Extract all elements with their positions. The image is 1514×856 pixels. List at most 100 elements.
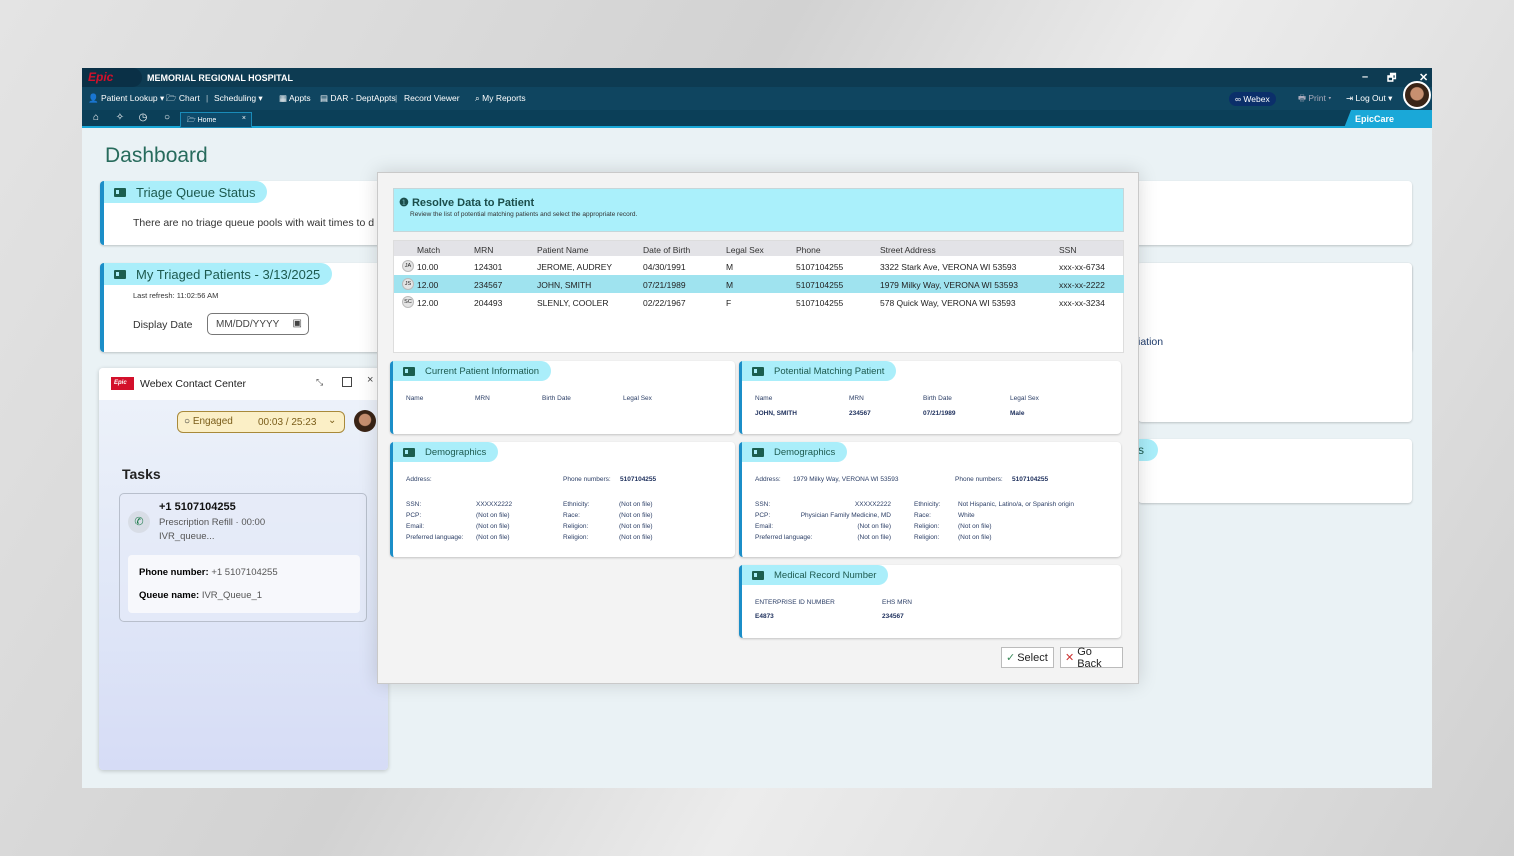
match-initials-badge: JS (402, 278, 414, 290)
queue-name-value: IVR_Queue_1 (201, 590, 263, 601)
field-label: Preferred language: (406, 534, 464, 541)
menu-label: Chart (178, 93, 200, 103)
field-value: White (958, 512, 975, 519)
id-card-icon (752, 447, 764, 457)
chat-icon[interactable]: ○ (163, 112, 171, 123)
calendar-icon[interactable]: ▣ (292, 318, 302, 329)
chevron-down-icon: ⌄ (328, 415, 337, 426)
address-label: Address: (406, 476, 432, 483)
field-value: (Not on file) (857, 523, 891, 530)
menu-chart[interactable]: 🗁 Chart (166, 93, 200, 103)
field-label: Race: (563, 512, 580, 519)
tab-bar: ⌂ ✧ ◷ ○ 🗁 Home × EpicCare (82, 110, 1432, 128)
info-icon: ❶ (399, 197, 409, 209)
epiccare-badge: EpicCare (1344, 110, 1432, 128)
field-label: SSN: (755, 501, 771, 508)
print-button[interactable]: 🖶 Print ▾ (1298, 93, 1332, 103)
history-icon[interactable]: ◷ (138, 112, 148, 123)
potential-match-card: Potential Matching Patient Name MRN Birt… (739, 361, 1121, 434)
field-value: (Not on file) (619, 501, 653, 508)
field-label: Email: (406, 523, 425, 530)
field-label: EHS MRN (882, 599, 912, 606)
close-button[interactable]: ✕ (1419, 72, 1429, 84)
webex-button[interactable]: ∞ Webex (1229, 92, 1276, 106)
tab-label: Home (197, 117, 217, 124)
field-label: Legal Sex (623, 395, 652, 402)
field-value: (Not on file) (958, 523, 992, 530)
task-card[interactable]: ✆ +1 5107104255 Prescription Refill · 00… (119, 493, 367, 622)
field-label: Religion: (563, 523, 589, 530)
field-value: XXXXX2222 (476, 501, 513, 508)
cell-name: JOHN, SMITH (537, 280, 592, 290)
card-header: Medical Record Number (742, 565, 889, 585)
cell-match: 12.00 (417, 280, 439, 290)
demographics-match-card: Demographics Address: 1979 Milky Way, VE… (739, 442, 1121, 557)
id-card-icon (403, 366, 415, 376)
table-row[interactable]: JA 10.00 124301 JEROME, AUDREY 04/30/1991 M 51… (394, 257, 1124, 275)
field-label: Ethnicity: (914, 501, 941, 508)
pin-icon[interactable]: ✧ (115, 112, 125, 123)
field-label: PCP: (755, 512, 771, 519)
cell-ssn: xxx-xx-3234 (1059, 298, 1105, 308)
collapse-icon[interactable]: ⤡ (316, 377, 324, 387)
field-label: ENTERPRISE ID NUMBER (755, 599, 835, 606)
card-title: Triage Queue Status (136, 184, 256, 200)
field-label: MRN (849, 395, 864, 402)
cell-sex: M (726, 262, 734, 272)
menu-label: Scheduling ▾ (214, 93, 263, 103)
field-label: Birth Date (542, 395, 571, 402)
field-value: (Not on file) (619, 534, 653, 541)
cell-match: 12.00 (417, 298, 439, 308)
cell-mrn: 234567 (474, 280, 503, 290)
tab-home[interactable]: 🗁 Home × (180, 112, 252, 128)
card-header: Current Patient Information (393, 361, 552, 381)
menu-patient-lookup[interactable]: 👤 Patient Lookup ▾ (88, 93, 165, 103)
phone-value: 5107104255 (620, 476, 657, 483)
card-title: My Triaged Patients - 3/13/2025 (136, 266, 321, 282)
user-avatar[interactable] (1403, 81, 1431, 109)
epic-menu-button[interactable]: Epic (82, 68, 142, 87)
card-header: Demographics (393, 442, 499, 462)
cell-address: 3322 Stark Ave, VERONA WI 53593 (880, 262, 1017, 272)
card-header: Triage Queue Status (104, 181, 268, 203)
field-value: Not Hispanic, Latino/a, or Spanish origi… (958, 501, 1074, 508)
title-bar: Epic MEMORIAL REGIONAL HOSPITAL – 🗗 ✕ (82, 68, 1432, 87)
cell-ssn: xxx-xx-2222 (1059, 280, 1105, 290)
menu-appts[interactable]: ▦ Appts (279, 93, 311, 103)
table-header: Match MRN Patient Name Date of Birth Leg… (394, 241, 1123, 256)
card-header: My Triaged Patients - 3/13/2025 (104, 263, 333, 285)
queue-name-label: Queue name: (139, 590, 200, 601)
restore-button[interactable]: 🗗 (1387, 73, 1397, 84)
agent-state-dropdown[interactable]: ○ Engaged 00:03 / 25:23 ⌄ (177, 411, 345, 433)
demographics-current-card: Demographics Address: Phone numbers: 510… (390, 442, 735, 557)
agent-avatar[interactable] (354, 410, 376, 432)
cell-ssn: xxx-xx-6734 (1059, 262, 1105, 272)
menu-my-reports[interactable]: ⌕ My Reports (475, 93, 526, 103)
home-icon[interactable]: ⌂ (92, 112, 100, 123)
menu-dar[interactable]: ▤ DAR - DeptAppts (320, 93, 396, 103)
go-back-button[interactable]: ✕ Go Back (1060, 646, 1123, 670)
logout-button[interactable]: ⇥ Log Out ▾ (1346, 93, 1393, 103)
field-value: (Not on file) (476, 523, 510, 530)
field-label: Email: (755, 523, 774, 530)
display-date-input[interactable]: MM/DD/YYYY ▣ (207, 313, 309, 335)
column-header: Patient Name (537, 245, 589, 255)
menu-scheduling[interactable]: Scheduling ▾ (214, 93, 263, 104)
tab-close-icon[interactable]: × (241, 115, 246, 122)
field-label: Ethnicity: (563, 501, 590, 508)
close-icon[interactable]: × (367, 374, 374, 386)
field-value: (Not on file) (476, 512, 510, 519)
field-value: (Not on file) (958, 534, 992, 541)
right-card-2: s (1138, 439, 1412, 503)
menu-record-viewer[interactable]: Record Viewer (404, 93, 460, 103)
table-row[interactable]: JS 12.00 234567 JOHN, SMITH 07/21/1989 M 51071… (394, 275, 1124, 293)
task-phone: +1 5107104255 (159, 501, 236, 513)
card-header: Potential Matching Patient (742, 361, 897, 381)
minimize-button[interactable]: – (1362, 71, 1369, 83)
select-button[interactable]: ✓ Select (1001, 647, 1054, 668)
maximize-icon[interactable] (342, 377, 352, 387)
cell-phone: 5107104255 (796, 280, 844, 290)
table-row[interactable]: SC 12.00 204493 SLENLY, COOLER 02/22/1967 F 51… (394, 293, 1124, 311)
page-title: Dashboard (105, 144, 208, 167)
field-value: XXXXX2222 (854, 501, 891, 508)
